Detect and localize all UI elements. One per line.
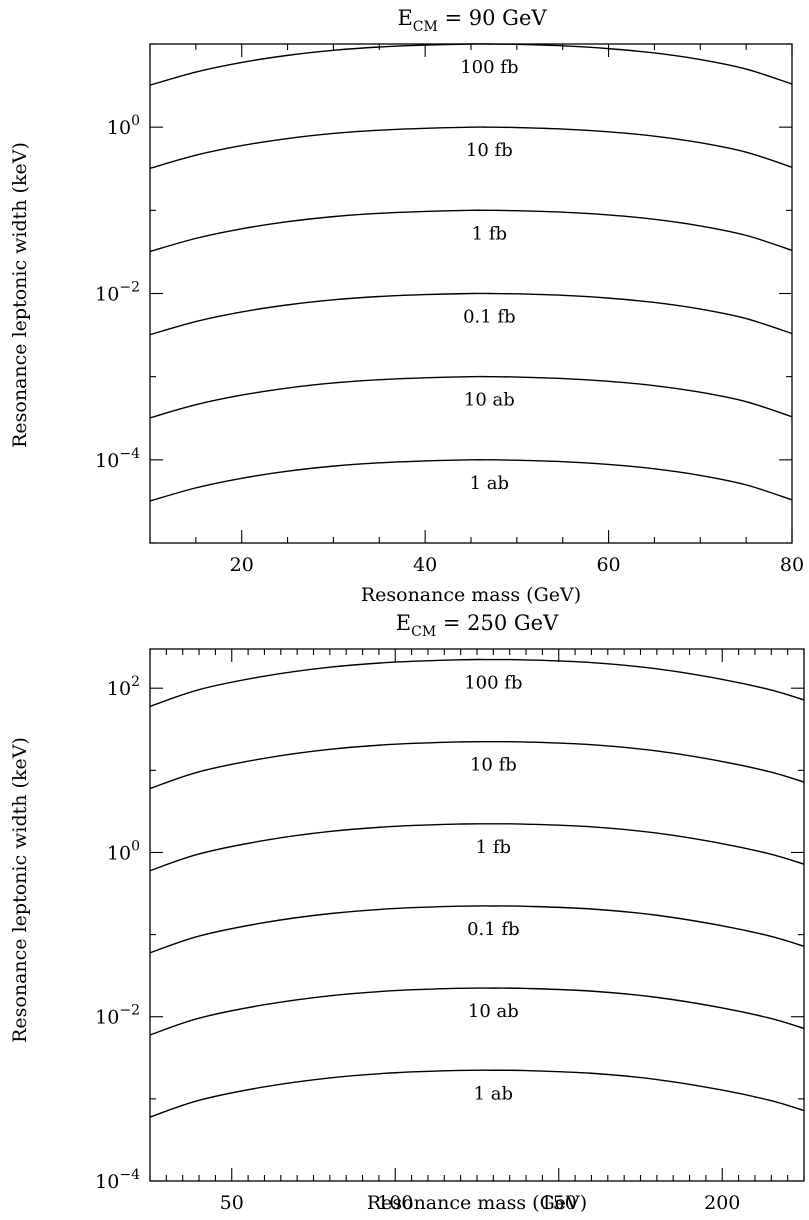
curve-line — [149, 658, 805, 708]
curve-label: 100 fb — [460, 57, 518, 78]
curve-labels: 100 fb 10 fb 1 fb 0.1 fb 10 ab 1 ab — [464, 673, 522, 1105]
curve-line — [149, 905, 805, 954]
x-tick-label: 200 — [704, 1192, 740, 1214]
x-tick-label: 40 — [413, 554, 437, 576]
curve-label: 1 fb — [472, 223, 507, 244]
curve-line — [149, 459, 793, 502]
y-tick-label: 10−4 — [95, 446, 140, 472]
curve-label: 0.1 fb — [463, 307, 516, 328]
y-tick-label: 10−2 — [95, 280, 140, 306]
x-tick-label: 150 — [541, 1192, 577, 1214]
curve-line — [149, 292, 793, 336]
curve-label: 10 fb — [466, 140, 513, 161]
y-tick-label: 102 — [107, 674, 140, 700]
x-tick-label: 50 — [220, 1192, 244, 1214]
curve-label: 1 fb — [476, 837, 511, 858]
curves — [149, 43, 793, 502]
y-tick-label: 100 — [107, 838, 140, 864]
curve-label: 10 ab — [468, 1001, 519, 1022]
x-tick-label: 100 — [377, 1192, 413, 1214]
x-axis-label: Resonance mass (GeV) — [367, 1192, 587, 1214]
axis-ticks: 50 100 150 200 102 100 10−2 10−4 — [95, 649, 805, 1214]
chart-title: ECM = 90 GeV — [397, 6, 547, 35]
y-tick-label: 10−2 — [95, 1003, 140, 1029]
curve-line — [149, 823, 805, 872]
curve-label: 100 fb — [464, 673, 522, 694]
curve-line — [149, 987, 805, 1036]
x-axis-label: Resonance mass (GeV) — [361, 584, 581, 606]
curve-line — [149, 1069, 805, 1118]
curve-labels: 100 fb 10 fb 1 fb 0.1 fb 10 ab 1 ab — [460, 57, 518, 494]
chart-panel-250gev: ECM = 250 GeV Resonance leptonic width (… — [9, 611, 805, 1214]
curve-label: 0.1 fb — [467, 919, 520, 940]
curve-line — [149, 375, 793, 419]
x-tick-label: 20 — [230, 554, 254, 576]
curve-label: 1 ab — [474, 1083, 513, 1104]
x-tick-label: 60 — [596, 554, 620, 576]
curve-label: 10 fb — [470, 755, 517, 776]
axis-ticks: 20 40 60 80 100 10−2 10−4 — [95, 43, 804, 576]
chart-panel-90gev: ECM = 90 GeV Resonance leptonic width (k… — [9, 6, 804, 606]
curve-line — [149, 209, 793, 253]
y-tick-label: 100 — [107, 113, 140, 139]
x-tick-label: 80 — [780, 554, 804, 576]
curves — [149, 658, 805, 1118]
y-axis-label: Resonance leptonic width (keV) — [9, 737, 31, 1043]
curve-label: 10 ab — [464, 390, 515, 411]
y-axis-label: Resonance leptonic width (keV) — [9, 142, 31, 448]
curve-line — [149, 43, 793, 86]
y-tick-label: 10−4 — [95, 1167, 140, 1193]
curve-line — [149, 740, 805, 790]
chart-title: ECM = 250 GeV — [396, 611, 559, 640]
curve-label: 1 ab — [470, 473, 509, 494]
curve-line — [149, 126, 793, 169]
